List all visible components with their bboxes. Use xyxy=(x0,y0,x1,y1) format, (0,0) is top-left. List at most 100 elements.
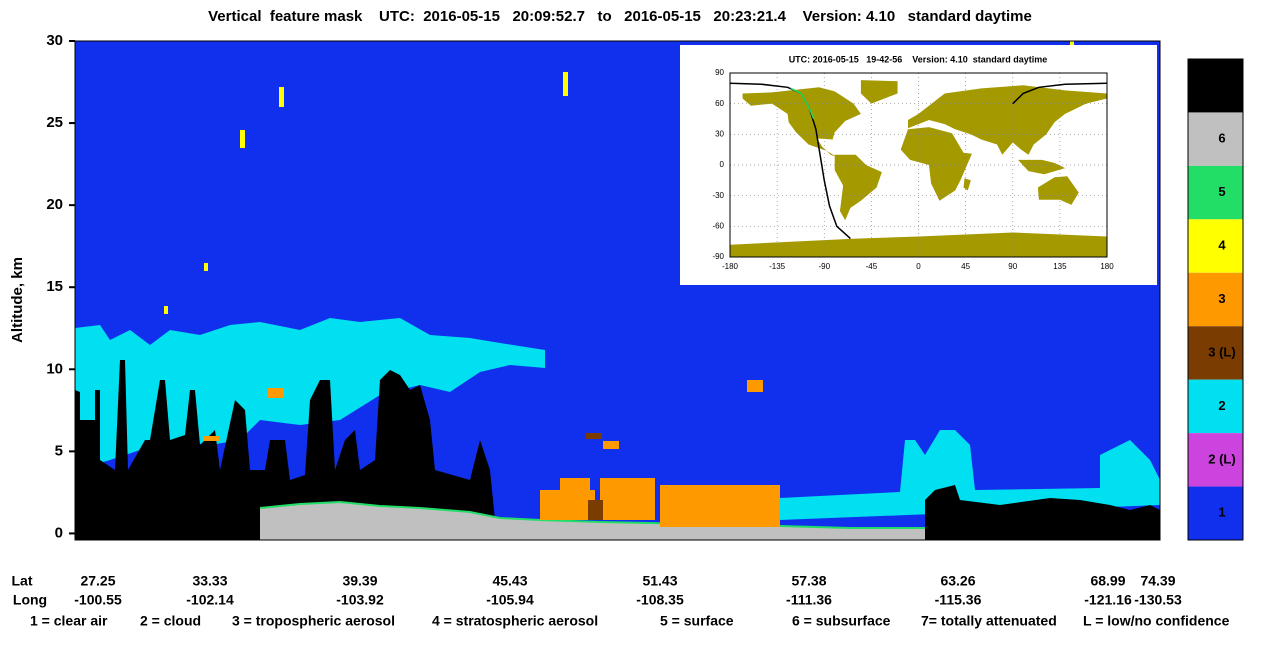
inset-y-tick-label: 30 xyxy=(715,129,724,138)
strat-aerosol xyxy=(240,130,245,148)
x-tick-label: -111.36 xyxy=(786,592,832,608)
x-tick-label: 27.25 xyxy=(80,573,115,589)
landmass xyxy=(1017,159,1076,175)
landmass xyxy=(1037,176,1079,205)
x-tick-label: -103.92 xyxy=(336,592,384,608)
colorbar-label: 1 xyxy=(1218,505,1225,520)
colorbar-label: 6 xyxy=(1218,131,1225,146)
cloud xyxy=(780,430,1160,520)
inset-y-tick-label: -30 xyxy=(712,191,724,200)
inset-x-tick-label: 135 xyxy=(1053,262,1067,271)
landmass xyxy=(834,154,882,221)
x-tick-label: 57.38 xyxy=(791,573,826,589)
colorbar-swatch xyxy=(1188,379,1243,434)
attenuated xyxy=(925,485,1160,540)
landmass xyxy=(742,87,861,157)
colorbar-label: 2 (L) xyxy=(1208,451,1235,466)
x-tick-label: -102.14 xyxy=(186,592,234,608)
colorbar-swatch xyxy=(1188,219,1243,273)
inset-x-tick-label: 180 xyxy=(1100,262,1114,271)
colorbar-label: 5 xyxy=(1218,184,1225,199)
aerosol xyxy=(560,478,590,493)
y-tick-label: 25 xyxy=(46,114,63,131)
x-tick-label: -105.94 xyxy=(486,592,534,608)
x-tick-label: -100.55 xyxy=(74,592,122,608)
y-tick-label: 0 xyxy=(55,524,63,541)
y-tick-label: 20 xyxy=(46,196,63,213)
x-tick-label: 33.33 xyxy=(192,573,227,589)
x-tick-label: -130.53 xyxy=(1134,592,1182,608)
plot-frame xyxy=(74,40,1161,541)
y-tick-label: 10 xyxy=(46,360,63,377)
aerosol xyxy=(603,441,619,449)
inset-title: UTC: 2016-05-15 19-42-56 Version: 4.10 s… xyxy=(789,54,1048,64)
colorbar-label: 3 xyxy=(1218,291,1225,306)
subsurface xyxy=(260,502,925,540)
landmass xyxy=(730,232,1107,257)
ground-track xyxy=(1012,82,1108,105)
inset-map-frame xyxy=(729,72,1108,258)
landmass xyxy=(860,80,898,104)
inset-x-tick-label: 0 xyxy=(916,262,921,271)
aerosol xyxy=(540,490,595,520)
x-tick-label: -108.35 xyxy=(636,592,684,608)
inset-y-tick-label: -90 xyxy=(712,252,724,261)
aerosol xyxy=(660,485,780,527)
inset-x-tick-label: -90 xyxy=(818,262,830,271)
row-label: Lat xyxy=(12,573,33,589)
inset-y-tick-label: 60 xyxy=(715,99,724,108)
x-tick-label: 68.99 xyxy=(1090,573,1125,589)
landmass xyxy=(908,85,1107,155)
inset-x-tick-label: -180 xyxy=(722,262,739,271)
colorbar-label: 2 xyxy=(1218,398,1225,413)
ground-track xyxy=(729,82,851,240)
strat-aerosol xyxy=(279,87,284,107)
chart-title: Vertical feature mask UTC: 2016-05-15 20… xyxy=(208,8,1032,25)
inset-x-tick-label: 45 xyxy=(961,262,970,271)
legend-item: 3 = tropospheric aerosol xyxy=(232,613,395,629)
x-tick-label: 45.43 xyxy=(492,573,527,589)
x-tick-label: 51.43 xyxy=(642,573,677,589)
colorbar-swatch xyxy=(1188,326,1243,380)
legend-item: 6 = subsurface xyxy=(792,613,891,629)
colorbar-swatch xyxy=(1188,433,1243,487)
legend-item: 5 = surface xyxy=(660,613,734,629)
aerosol-low xyxy=(588,500,603,520)
inset-y-tick-label: 90 xyxy=(715,68,724,77)
colorbar-frame xyxy=(1187,58,1244,541)
y-tick-label: 30 xyxy=(46,32,63,49)
colorbar-label: 3 (L) xyxy=(1208,344,1235,359)
aerosol xyxy=(203,436,219,441)
colorbar-swatch xyxy=(1188,112,1243,166)
y-tick-label: 15 xyxy=(46,278,63,295)
strat-aerosol xyxy=(204,263,208,271)
legend-item: L = low/no confidence xyxy=(1083,613,1230,629)
inset-x-tick-label: -135 xyxy=(769,262,786,271)
ground-track-segment xyxy=(790,87,815,120)
y-tick-label: 5 xyxy=(55,442,63,459)
colorbar-label: 4 xyxy=(1218,237,1226,252)
colorbar-swatch xyxy=(1188,165,1243,220)
y-axis-label: Altitude, km xyxy=(9,257,26,343)
strat-aerosol xyxy=(563,72,568,96)
x-tick-label: -121.16 xyxy=(1084,592,1132,608)
aerosol xyxy=(747,380,763,392)
x-tick-label: -115.36 xyxy=(935,592,982,608)
x-tick-label: 39.39 xyxy=(342,573,377,589)
inset-map: UTC: 2016-05-15 19-42-56 Version: 4.10 s… xyxy=(680,45,1157,285)
colorbar-swatch xyxy=(1188,59,1243,113)
strat-aerosol xyxy=(164,306,168,314)
inset-x-tick-label: -45 xyxy=(866,262,878,271)
inset-y-tick-label: -60 xyxy=(712,221,724,230)
row-label: Long xyxy=(13,592,47,608)
legend-item: 7= totally attenuated xyxy=(921,613,1057,629)
legend-item: 2 = cloud xyxy=(140,613,201,629)
strat-aerosol xyxy=(1070,41,1074,45)
colorbar-label: 7 xyxy=(1218,77,1225,92)
x-tick-label: 74.39 xyxy=(1140,573,1175,589)
x-tick-label: 63.26 xyxy=(940,573,975,589)
colorbar-swatch xyxy=(1188,486,1243,540)
legend-item: 1 = clear air xyxy=(30,613,108,629)
aerosol-low xyxy=(586,433,602,439)
